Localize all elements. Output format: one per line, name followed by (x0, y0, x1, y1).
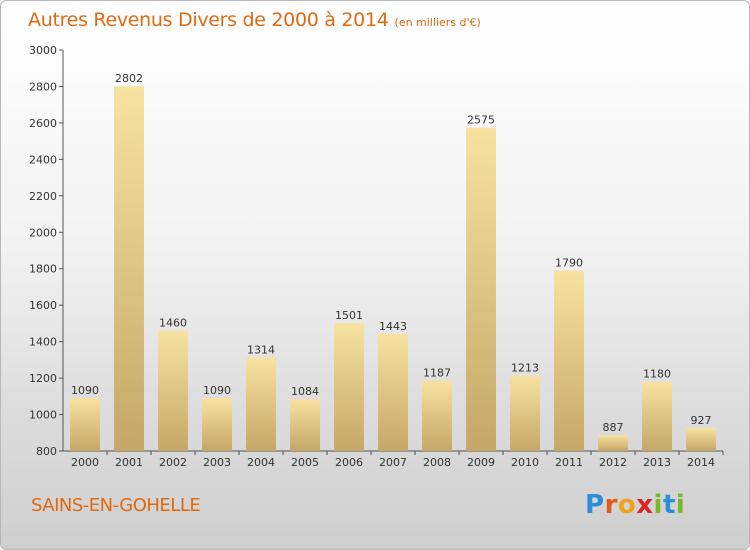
bar-value-label: 887 (603, 421, 624, 434)
bar-value-label: 2575 (467, 113, 495, 126)
logo-letter: i (675, 490, 686, 520)
location-label: SAINS-EN-GOHELLE (31, 495, 201, 516)
bar-value-label: 1090 (71, 384, 99, 397)
y-tick-label: 2800 (29, 80, 57, 93)
bar-value-label: 1501 (335, 309, 363, 322)
bar-value-label: 1443 (379, 320, 407, 333)
bar (158, 330, 188, 451)
bar (422, 380, 452, 451)
bar (510, 375, 540, 451)
x-tick-label: 2010 (511, 456, 539, 469)
y-tick-label: 2000 (29, 226, 57, 239)
y-tick-label: 1400 (29, 336, 57, 349)
x-tick-label: 2001 (115, 456, 143, 469)
bar (466, 127, 496, 451)
bar-value-label: 1187 (423, 366, 451, 379)
y-tick-label: 1600 (29, 299, 57, 312)
x-tick-label: 2011 (555, 456, 583, 469)
chart-title: Autres Revenus Divers de 2000 à 2014 (en … (28, 9, 481, 31)
bar (290, 399, 320, 451)
bar (246, 357, 276, 451)
y-tick-label: 1200 (29, 372, 57, 385)
bar (334, 323, 364, 451)
y-tick-label: 1800 (29, 263, 57, 276)
x-tick-label: 2006 (335, 456, 363, 469)
bar-value-label: 1084 (291, 385, 319, 398)
chart-title-unit: (en milliers d'€) (394, 16, 481, 29)
x-tick-label: 2008 (423, 456, 451, 469)
y-tick-label: 3000 (29, 44, 57, 57)
bar-value-label: 1790 (555, 257, 583, 270)
bar (202, 398, 232, 451)
logo-letter: x (636, 490, 654, 520)
bar (114, 86, 144, 451)
logo-letter: t (662, 490, 676, 520)
x-tick-label: 2003 (203, 456, 231, 469)
bar-value-label: 1460 (159, 317, 187, 330)
bar (686, 427, 716, 451)
x-tick-label: 2004 (247, 456, 275, 469)
bar-value-label: 1090 (203, 384, 231, 397)
y-tick-label: 1000 (29, 409, 57, 422)
y-tick-label: 2200 (29, 190, 57, 203)
chart-title-main: Autres Revenus Divers de 2000 à 2014 (28, 9, 389, 31)
bars (70, 86, 716, 451)
bar (70, 398, 100, 451)
y-axis: 800 1000 1200 1400 1600 1800 2000 2200 2400 2600 2… (29, 44, 64, 458)
x-tick-label: 2007 (379, 456, 407, 469)
bar-value-label: 2802 (115, 72, 143, 85)
bar (598, 435, 628, 451)
bar (378, 333, 408, 451)
value-labels: 1090 2802 1460 1090 1314 1084 1501 1443 1187 2575… (71, 72, 712, 434)
x-tick-label: 2000 (71, 456, 99, 469)
bar-value-label: 1213 (511, 362, 539, 375)
x-axis: 2000 2001 2002 2003 2004 2005 2006 2007 2008 2009… (63, 450, 724, 469)
x-tick-label: 2002 (159, 456, 187, 469)
bar (554, 270, 584, 451)
proxiti-logo: Proxiti (585, 490, 685, 520)
x-tick-label: 2009 (467, 456, 495, 469)
logo-letter: o (617, 490, 637, 520)
x-tick-label: 2005 (291, 456, 319, 469)
y-tick-label: 800 (36, 445, 57, 458)
logo-letter: P (585, 490, 605, 520)
y-tick-label: 2600 (29, 117, 57, 130)
bar-value-label: 1314 (247, 343, 275, 356)
x-tick-label: 2014 (687, 456, 715, 469)
x-tick-label: 2012 (599, 456, 627, 469)
y-tick-label: 2400 (29, 153, 57, 166)
bar (642, 381, 672, 451)
logo-letter: r (604, 490, 618, 520)
bar-value-label: 927 (691, 414, 712, 427)
bar-value-label: 1180 (643, 368, 671, 381)
x-tick-label: 2013 (643, 456, 671, 469)
logo-letter: i (653, 490, 663, 520)
